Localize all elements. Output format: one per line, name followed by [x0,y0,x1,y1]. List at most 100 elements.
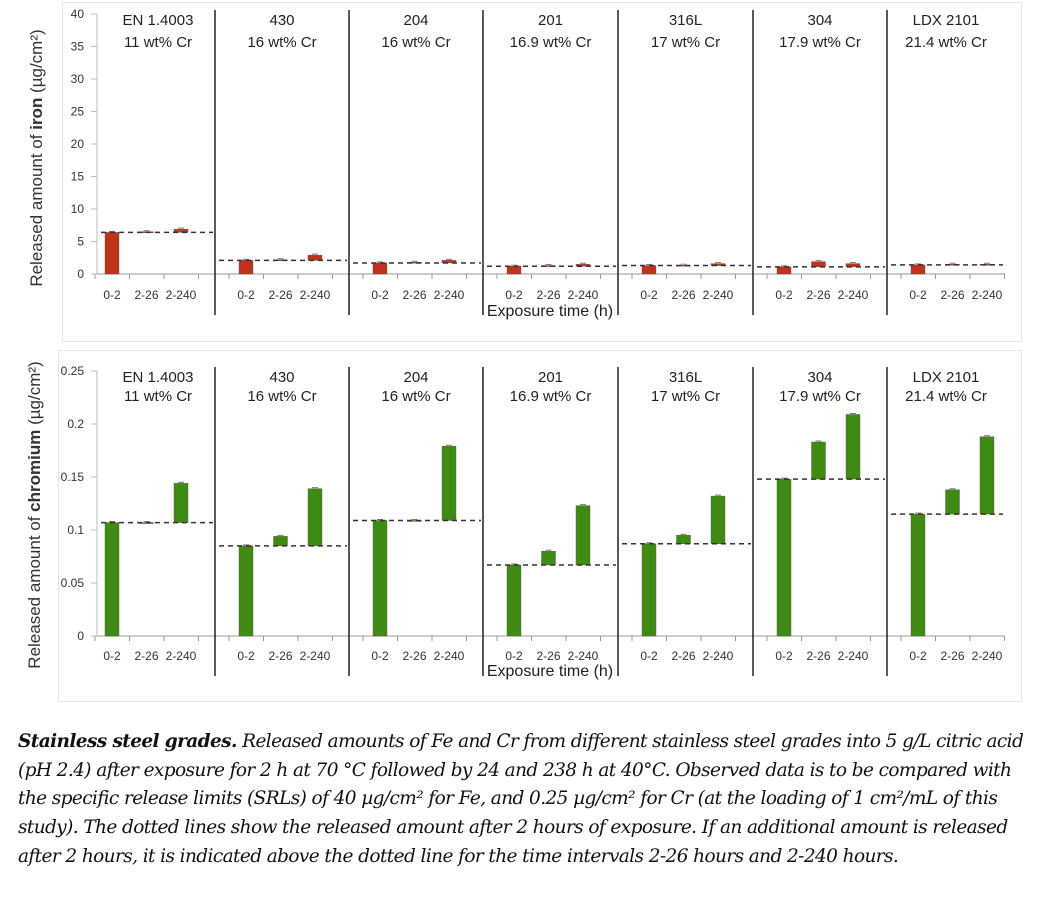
x-tick-label: 2-240 [434,649,465,663]
panel-title: LDX 2101 [913,369,980,386]
x-tick-label: 2-240 [703,288,734,302]
bar-2-240 [173,228,189,233]
x-tick-label: 0-2 [103,649,121,663]
bar-2-240 [173,483,189,523]
panel-title: EN 1.4003 [123,12,194,29]
panel-title: 201 [538,12,563,29]
bar-2-240 [307,254,323,261]
bar-0-2 [238,545,254,637]
bar-0-2 [776,478,792,637]
x-tick-label: 2-240 [838,649,869,663]
panel-subtitle: 11 wt% Cr [124,34,192,51]
bar-0-2 [641,543,657,637]
panel-title: 430 [269,12,294,29]
x-tick-label: 2-26 [806,649,830,663]
x-tick-label: 2-26 [134,288,158,302]
bar-0-2 [372,262,388,275]
panel-subtitle: 16 wt% Cr [381,388,450,405]
x-tick-label: 2-240 [568,288,599,302]
y-axis-label: Released amount of chromium (µg/cm²) [25,361,44,668]
panel-subtitle: 16.9 wt% Cr [510,388,592,405]
bar-0-2 [238,260,254,275]
bar-0-2 [776,266,792,275]
bar-2-240 [845,263,861,268]
y-tick-label: 0.2 [67,417,84,431]
panel-subtitle: 16 wt% Cr [247,34,316,51]
panel-subtitle: 21.4 wt% Cr [905,388,987,405]
bar-0-2 [506,266,522,275]
y-label-prefix: Released amount of [25,512,44,669]
bar-2-240 [441,446,457,521]
x-tick-label: 0-2 [775,649,793,663]
panel-title: LDX 2101 [913,12,980,29]
panel-title: 316L [669,12,702,29]
y-tick-label: 30 [71,72,85,86]
x-tick-label: 0-2 [371,288,389,302]
x-tick-label: 2-240 [300,649,331,663]
iron-chart-frame [62,2,1022,342]
y-axis-label: Released amount of iron (µg/cm²) [27,29,46,286]
panel-subtitle: 16.9 wt% Cr [510,34,592,51]
panel-title: EN 1.4003 [123,369,194,386]
x-axis-label: Exposure time (h) [487,663,613,680]
x-tick-label: 2-240 [434,288,465,302]
panel-title: 316L [669,369,702,386]
panel-subtitle: 17 wt% Cr [651,34,720,51]
bar-2-240 [710,263,726,266]
panel-subtitle: 16 wt% Cr [247,388,316,405]
panel-subtitle: 16 wt% Cr [381,34,450,51]
x-tick-label: 0-2 [640,288,658,302]
bar-2-240 [979,436,995,515]
panel-title: 304 [807,369,832,386]
bar-2-26 [811,441,826,480]
bar-2-240 [710,495,726,544]
bar-2-240 [441,260,457,264]
x-tick-label: 2-26 [536,288,560,302]
bar-0-2 [910,513,926,637]
y-label-suffix: (µg/cm²) [25,361,44,429]
x-tick-label: 2-26 [940,649,964,663]
x-tick-label: 2-240 [838,288,869,302]
panel-title: 204 [403,12,428,29]
y-tick-label: 20 [71,137,85,151]
caption-title: Stainless steel grades. [18,731,237,752]
bar-0-2 [372,520,388,637]
bar-0-2 [641,265,657,275]
y-tick-label: 35 [71,40,85,54]
x-tick-label: 0-2 [909,649,927,663]
panel-title: 430 [269,369,294,386]
charts-svg: 0 5 10 15 20 25 30 35 40 Released amount of iron … [25,7,1005,680]
x-tick-label: 0-2 [237,649,255,663]
x-tick-label: 2-240 [568,649,599,663]
y-tick-label: 5 [77,235,84,249]
panel-title: 201 [538,369,563,386]
x-tick-label: 2-26 [402,649,426,663]
y-label-bold: iron [27,98,46,130]
bar-2-240 [307,488,323,547]
x-tick-label: 2-26 [940,288,964,302]
y-tick-label: 40 [71,7,85,21]
x-tick-label: 0-2 [640,649,658,663]
panel-subtitle: 17 wt% Cr [651,388,720,405]
x-tick-label: 2-26 [402,288,426,302]
y-tick-label: 0 [77,629,84,643]
panel-title: 204 [403,369,428,386]
x-tick-label: 2-26 [806,288,830,302]
panel-subtitle: 11 wt% Cr [124,388,192,405]
x-tick-label: 2-240 [972,649,1003,663]
x-tick-label: 2-240 [972,288,1003,302]
y-tick-label: 0.15 [61,470,85,484]
x-tick-label: 2-26 [671,649,695,663]
x-tick-label: 2-26 [268,288,292,302]
bar-2-240 [575,264,591,267]
x-tick-label: 2-26 [134,649,158,663]
y-tick-label: 15 [71,170,85,184]
y-label-bold: chromium [25,430,44,512]
bar-2-26 [811,261,826,268]
y-tick-label: 0 [77,267,84,281]
bar-2-240 [845,414,861,480]
x-tick-label: 0-2 [775,288,793,302]
x-tick-label: 2-240 [166,649,197,663]
x-tick-label: 0-2 [505,288,523,302]
x-tick-label: 0-2 [909,288,927,302]
